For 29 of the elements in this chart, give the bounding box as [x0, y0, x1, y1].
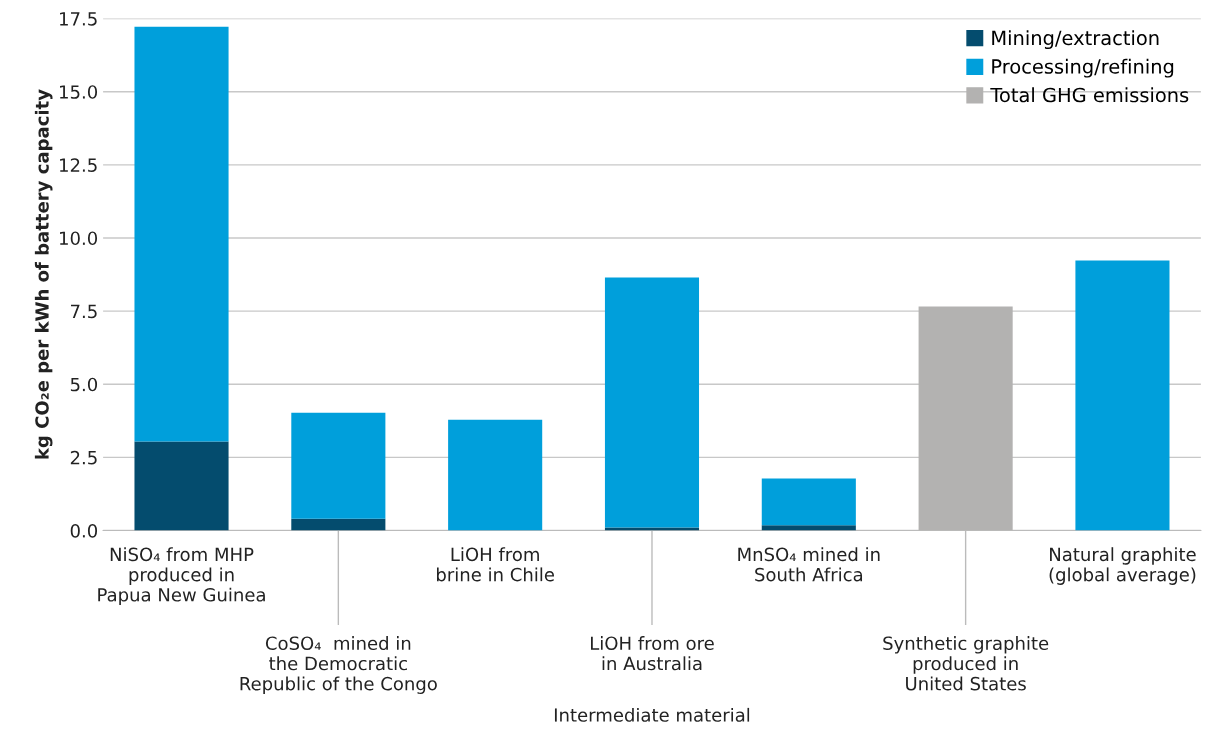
y-tick-label: 17.5 — [60, 12, 97, 26]
x-tick-label: LiOH from ore in Australia — [591, 636, 714, 671]
bar — [448, 419, 543, 531]
x-tick-label: LiOH from brine in Chile — [437, 547, 554, 582]
x-tick-label: CoSO₄ mined in the Democratic Republic of the Congo — [240, 636, 437, 694]
bar — [761, 525, 856, 531]
bar — [604, 277, 700, 528]
bar — [291, 518, 386, 531]
y-tick-label: 10.0 — [60, 231, 98, 246]
x-tick-label: MnSO₄ mined in South Africa — [738, 547, 880, 582]
x-tick-label: Natural graphite (global average) — [1049, 547, 1196, 585]
bar — [134, 441, 229, 531]
bar — [1075, 260, 1170, 531]
bar — [761, 478, 856, 526]
y-tick-label: 12.5 — [60, 158, 97, 172]
x-axis-title: Intermediate material — [554, 707, 750, 722]
y-axis-title: kg CO₂e per kWh of battery capacity — [34, 89, 53, 459]
bar — [134, 26, 229, 442]
x-tick-label: NiSO₄ from MHP produced in Papua New Guinea — [98, 547, 265, 606]
legend-label: Mining/extraction — [992, 30, 1159, 50]
y-tick-label: 15.0 — [60, 85, 98, 99]
legend-label: Processing/refining — [992, 58, 1174, 78]
y-tick-label: 7.5 — [71, 304, 97, 319]
legend-label: Total GHG emissions — [990, 87, 1189, 103]
y-tick-label: 2.5 — [70, 450, 97, 465]
y-tick-label: 5.0 — [70, 377, 98, 392]
bar — [291, 412, 386, 519]
y-tick-label: 0.0 — [70, 523, 98, 538]
x-tick-label: Synthetic graphite produced in United States — [883, 636, 1049, 691]
